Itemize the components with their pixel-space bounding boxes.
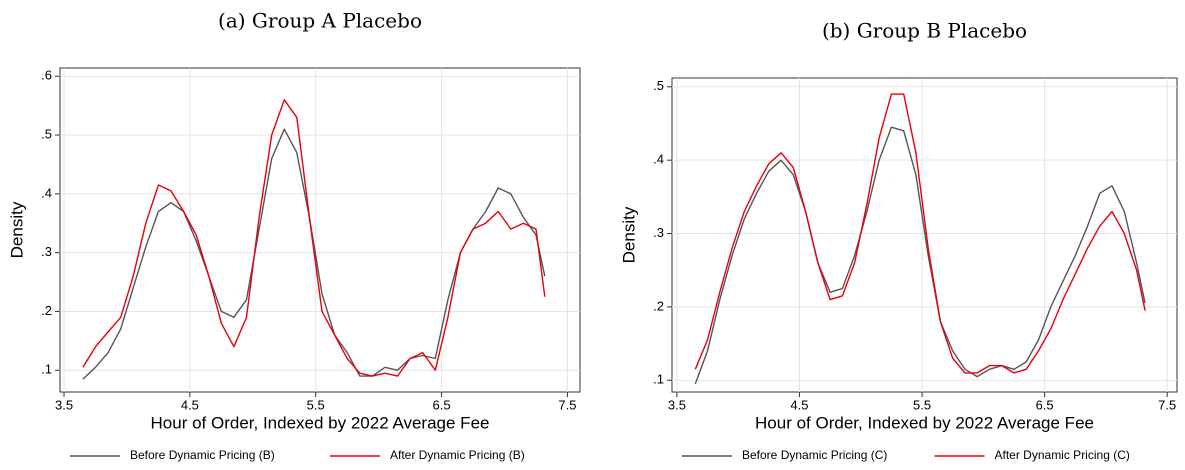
x-tick-label: 5.5 bbox=[307, 397, 325, 412]
y-tick-label: .6 bbox=[41, 68, 52, 83]
x-axis-label: Hour of Order, Indexed by 2022 Average F… bbox=[755, 413, 1094, 432]
x-tick-label: 7.5 bbox=[1158, 397, 1176, 412]
y-axis-label: Density bbox=[7, 201, 26, 258]
legend-label: After Dynamic Pricing (C) bbox=[995, 448, 1130, 462]
plot-frame bbox=[59, 67, 581, 393]
chart-title: (b) Group B Placebo bbox=[822, 19, 1027, 43]
legend-label: Before Dynamic Pricing (C) bbox=[742, 448, 887, 462]
series-line bbox=[82, 99, 546, 377]
x-tick-label: 6.5 bbox=[433, 397, 451, 412]
x-tick-label: 4.5 bbox=[790, 397, 808, 412]
x-tick-label: 3.5 bbox=[668, 397, 686, 412]
x-tick-label: 4.5 bbox=[181, 397, 199, 412]
series-line bbox=[694, 93, 1146, 374]
y-tick-label: .2 bbox=[653, 298, 664, 313]
y-tick-label: .2 bbox=[41, 303, 52, 318]
y-tick-label: .4 bbox=[41, 185, 52, 200]
y-tick-label: .3 bbox=[41, 244, 52, 259]
y-tick-label: .4 bbox=[653, 152, 664, 167]
y-tick-label: .5 bbox=[653, 78, 664, 93]
legend-label: After Dynamic Pricing (B) bbox=[390, 448, 525, 462]
series-line bbox=[694, 126, 1146, 385]
x-tick-label: 7.5 bbox=[558, 397, 576, 412]
x-tick-label: 6.5 bbox=[1036, 397, 1054, 412]
x-axis-label: Hour of Order, Indexed by 2022 Average F… bbox=[151, 413, 490, 432]
y-tick-label: .1 bbox=[653, 372, 664, 387]
x-tick-label: 5.5 bbox=[913, 397, 931, 412]
chart-title: (a) Group A Placebo bbox=[218, 9, 422, 33]
y-tick-label: .3 bbox=[653, 225, 664, 240]
y-tick-label: .1 bbox=[41, 362, 52, 377]
y-axis-label: Density bbox=[619, 206, 638, 263]
legend-label: Before Dynamic Pricing (B) bbox=[130, 448, 275, 462]
x-tick-label: 3.5 bbox=[55, 397, 73, 412]
y-tick-label: .5 bbox=[41, 126, 52, 141]
